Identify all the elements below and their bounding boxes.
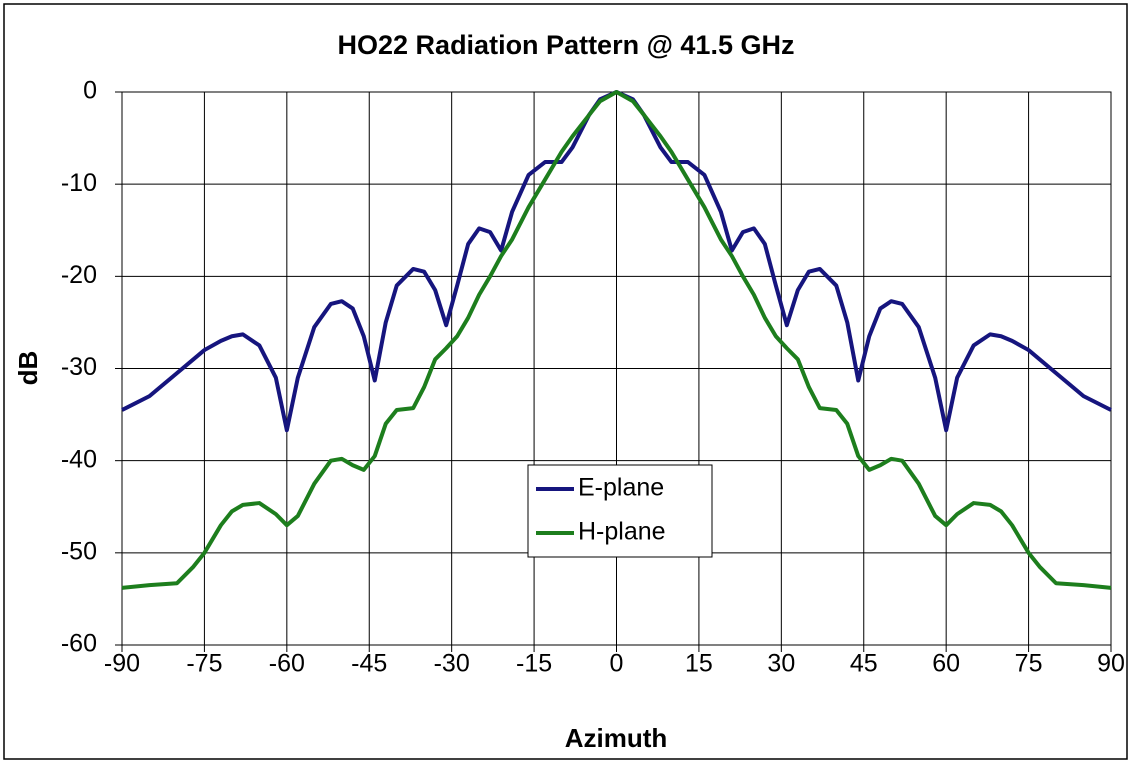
legend: E-plane H-plane bbox=[527, 464, 713, 558]
legend-label: H-plane bbox=[578, 518, 666, 546]
x-tick-label: 60 bbox=[932, 650, 960, 678]
y-tick-label: -30 bbox=[61, 353, 97, 381]
x-tick-label: -45 bbox=[351, 650, 387, 678]
y-tick-label: -20 bbox=[61, 261, 97, 289]
y-axis-label: dB bbox=[13, 351, 43, 386]
y-tick-label: -10 bbox=[61, 169, 97, 197]
x-tick-label: -30 bbox=[434, 650, 470, 678]
x-tick-label: 15 bbox=[685, 650, 713, 678]
x-tick-label: 45 bbox=[850, 650, 878, 678]
series-line bbox=[121, 90, 1112, 590]
y-tick-label: -60 bbox=[61, 630, 97, 658]
x-axis-label: Azimuth bbox=[565, 723, 668, 753]
x-tick-label: -60 bbox=[269, 650, 305, 678]
x-tick-label: 0 bbox=[610, 650, 624, 678]
x-tick-label: -75 bbox=[186, 650, 222, 678]
x-tick-label: -15 bbox=[516, 650, 552, 678]
x-tick-label: -90 bbox=[104, 650, 140, 678]
legend-label: E-plane bbox=[578, 474, 664, 502]
chart-title: HO22 Radiation Pattern @ 41.5 GHz bbox=[338, 30, 795, 60]
y-tick-label: -40 bbox=[61, 445, 97, 473]
y-tick-label: 0 bbox=[83, 77, 97, 105]
y-tick-label: -50 bbox=[61, 537, 97, 565]
x-tick-label: 75 bbox=[1015, 650, 1043, 678]
x-tick-label: 90 bbox=[1097, 650, 1125, 678]
legend-box bbox=[527, 464, 713, 558]
x-tick-label: 30 bbox=[767, 650, 795, 678]
